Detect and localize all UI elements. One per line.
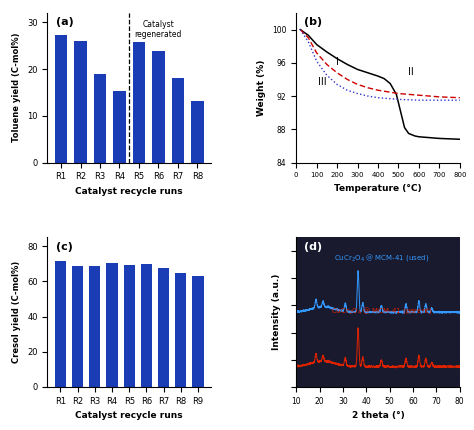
Text: (d): (d) — [304, 242, 322, 252]
Bar — [55, 261, 66, 387]
Y-axis label: Weight (%): Weight (%) — [257, 59, 266, 116]
Bar — [89, 267, 100, 387]
Bar — [72, 266, 83, 387]
Bar — [141, 264, 152, 387]
Bar — [133, 43, 145, 163]
Bar — [94, 74, 106, 163]
Text: CuCr$_2$O$_4$ @ MCM-41 (used): CuCr$_2$O$_4$ @ MCM-41 (used) — [334, 252, 429, 263]
Y-axis label: Toluene yield (C-mol%): Toluene yield (C-mol%) — [12, 33, 21, 142]
Bar — [124, 264, 135, 387]
Bar — [192, 276, 204, 387]
Text: Catalyst
regenerated: Catalyst regenerated — [135, 20, 182, 39]
Text: (c): (c) — [55, 242, 73, 252]
Bar — [113, 92, 126, 163]
Bar — [191, 101, 204, 163]
X-axis label: Temperature (°C): Temperature (°C) — [334, 184, 422, 193]
Bar — [172, 78, 184, 163]
Text: CuCr$_2$O$_4$ @ MCM-41 (parent): CuCr$_2$O$_4$ @ MCM-41 (parent) — [330, 305, 432, 316]
Bar — [152, 51, 164, 163]
X-axis label: Catalyst recycle runs: Catalyst recycle runs — [75, 187, 183, 196]
Text: (b): (b) — [304, 17, 322, 28]
X-axis label: Catalyst recycle runs: Catalyst recycle runs — [75, 411, 183, 420]
Bar — [55, 35, 67, 163]
Bar — [158, 268, 169, 387]
Text: III: III — [318, 77, 326, 87]
Text: II: II — [408, 67, 414, 77]
Bar — [107, 263, 118, 387]
Text: I: I — [336, 57, 339, 67]
Bar — [74, 41, 87, 163]
Text: (a): (a) — [55, 17, 73, 28]
Bar — [175, 273, 186, 387]
Y-axis label: Cresol yield (C-mol%): Cresol yield (C-mol%) — [12, 261, 21, 363]
X-axis label: 2 theta (°): 2 theta (°) — [352, 411, 404, 420]
Y-axis label: Intensity (a.u.): Intensity (a.u.) — [272, 274, 281, 350]
